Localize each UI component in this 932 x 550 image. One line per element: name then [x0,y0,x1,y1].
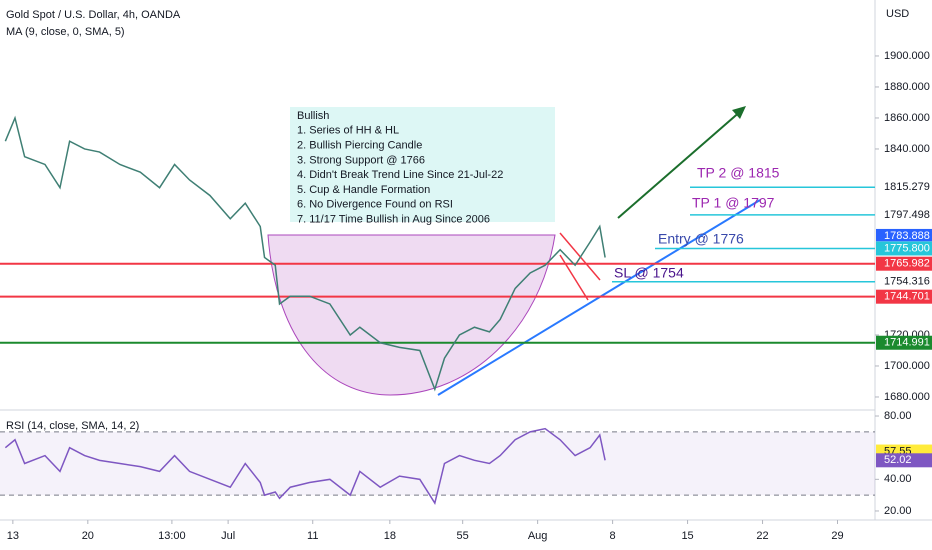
annotation: TP 1 @ 1797 [692,195,775,211]
price-badge [876,256,932,271]
price-badge-label: 1815.279 [884,181,930,193]
price-badge-label: 1765.982 [884,258,930,270]
series-line [4,427,606,505]
target-arrow [617,109,743,219]
note-line: 3. Strong Support @ 1766 [297,154,425,166]
price-badge-label: 1754.316 [884,276,930,288]
note-line: 1. Series of HH & HL [297,125,399,137]
x-tick-label: 15 [681,530,693,542]
note-line: 4. Didn't Break Trend Line Since 21-Jul-… [297,169,503,181]
x-tick-label: Jul [221,530,235,542]
x-tick-label: 11 [307,530,318,542]
cup-shape [267,234,556,396]
y-tick-label: 1700.000 [884,360,930,372]
rsi-badge-label: 52.02 [884,454,912,466]
x-tick-label: 55 [457,530,469,542]
x-tick-label: 22 [756,530,768,542]
channel-line [559,254,589,301]
price-badge [876,241,932,256]
x-tick-label: 29 [831,530,843,542]
x-tick-label: 20 [82,530,94,542]
note-line: 5. Cup & Handle Formation [297,184,430,196]
price-badge [876,289,932,304]
note-line: 7. 11/17 Time Bullish in Aug Since 2006 [297,214,490,226]
x-tick-label: Aug [528,530,548,542]
x-tick-label: 13 [7,530,19,542]
currency: USD [886,8,909,20]
y-tick-label: 1680.000 [884,391,930,403]
price-badge [876,335,932,350]
annotation: SL @ 1754 [614,265,684,281]
note-box [290,107,555,222]
y-tick-label: 40.00 [884,473,912,485]
y-tick-label: 1900.000 [884,50,930,62]
y-tick-label: 1880.000 [884,81,930,93]
x-tick-label: 18 [384,530,396,542]
annotation: TP 2 @ 1815 [697,165,780,181]
price-badge-label: 1744.701 [884,291,930,303]
notes: Bullish 1. Series of HH & HL 2. Bullish Pi… [297,110,503,226]
annotation: Entry @ 1776 [658,231,744,247]
price-badge-label: 1775.800 [884,242,930,254]
y-tick-label: 80.00 [884,410,912,422]
series-line [4,115,606,392]
price-badge-label: 1714.991 [884,337,930,349]
y-tick-label: 1860.000 [884,112,930,124]
price-badge [876,228,932,243]
note-line: 6. No Divergence Found on RSI [297,199,453,211]
note-line: 2. Bullish Piercing Candle [297,140,422,152]
x-tick-label: 13:00 [158,530,186,542]
rsi-badge [876,453,932,468]
arrow-head [732,106,746,119]
note-line: Bullish [297,110,329,122]
price-badge-label: 1797.498 [884,209,930,221]
rsi-band [0,431,875,496]
symbol-title: Gold Spot / U.S. Dollar, 4h, OANDA [6,9,181,21]
price-badge-label: 1783.888 [884,230,930,242]
x-tick-label: 8 [610,530,616,542]
price-badge [876,274,932,289]
rsi-title: RSI (14, close, SMA, 14, 2) [6,420,139,432]
price-badge [876,207,932,222]
price-badge [876,180,932,195]
indicator-label: MA (9, close, 0, SMA, 5) [6,26,125,38]
y-tick-label: 1840.000 [884,143,930,155]
y-tick-label: 20.00 [884,505,912,517]
